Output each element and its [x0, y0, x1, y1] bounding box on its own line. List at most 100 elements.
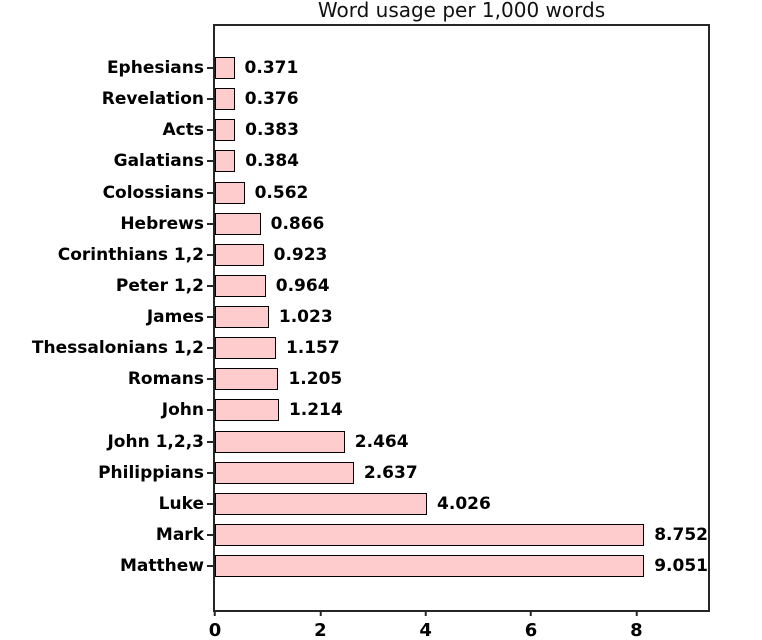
bar-row: Romans 1.205 — [128, 368, 708, 391]
category-label: Hebrews — [120, 213, 204, 234]
chart-title: Word usage per 1,000 words — [317, 0, 606, 22]
x-tick: 2 — [314, 610, 327, 640]
bar — [215, 337, 276, 360]
category-label: Ephesians — [106, 58, 204, 78]
bar — [215, 150, 236, 173]
y-tick-mark — [207, 347, 213, 350]
category-label: Philippians — [98, 462, 204, 483]
bar-row: Philippians 2.637 — [98, 461, 708, 484]
bar-row: Corinthians 1,2 0.923 — [58, 243, 708, 266]
x-tick-label: 8 — [630, 620, 643, 640]
x-tick-label: 2 — [314, 620, 327, 640]
value-label: 1.205 — [288, 369, 343, 390]
value-label: 0.866 — [270, 213, 325, 234]
y-tick-mark — [207, 409, 213, 412]
bar-row: John 1.214 — [162, 399, 708, 422]
bar — [215, 119, 236, 142]
category-label: Galatians — [113, 151, 204, 172]
category-label: Acts — [162, 120, 204, 141]
bar-row: Thessalonians 1,2 1.157 — [32, 337, 708, 360]
y-tick-mark — [207, 502, 213, 505]
bar — [215, 430, 345, 453]
bar — [215, 523, 645, 546]
bar-row: Mark 8.752 — [156, 523, 708, 546]
bar-row: Ephesians 0.371 — [107, 57, 708, 79]
category-label: Thessalonians 1,2 — [31, 338, 204, 359]
category-label: Corinthians 1,2 — [57, 244, 204, 265]
y-tick-mark — [207, 471, 213, 474]
value-label: 0.383 — [245, 120, 299, 141]
y-tick-mark — [207, 67, 213, 69]
bar-row: Luke 4.026 — [159, 492, 708, 515]
y-tick-mark — [207, 316, 213, 318]
y-tick-mark — [207, 191, 213, 194]
bar — [215, 88, 235, 111]
value-label: 2.637 — [363, 462, 418, 483]
x-tick-label: 6 — [524, 620, 538, 640]
category-label: John — [161, 400, 204, 421]
bar-row: Acts 0.383 — [163, 119, 708, 142]
value-label: 0.562 — [254, 182, 309, 203]
y-tick-mark — [207, 222, 213, 225]
bar — [215, 57, 235, 79]
value-label: 1.023 — [278, 307, 333, 327]
bar — [215, 368, 279, 391]
category-label: James — [146, 307, 204, 327]
x-tick: 4 — [419, 610, 432, 640]
value-label: 0.923 — [273, 244, 328, 265]
bar-row: John 1,2,3 2.464 — [107, 430, 708, 453]
y-tick-mark — [207, 284, 213, 287]
value-label: 0.376 — [244, 89, 299, 110]
bar — [215, 306, 269, 328]
value-label: 1.214 — [288, 400, 343, 421]
bar — [215, 492, 428, 515]
bar-row: Galatians 0.384 — [114, 150, 708, 173]
value-label: 8.752 — [654, 524, 708, 545]
category-label: Colossians — [102, 182, 204, 203]
value-label: 9.051 — [654, 556, 708, 576]
x-tick-mark — [530, 610, 533, 616]
bar-row: Matthew 9.051 — [120, 555, 708, 577]
bar-row: Peter 1,2 0.964 — [116, 274, 708, 297]
bar-row: James 1.023 — [147, 306, 708, 328]
category-label: Peter 1,2 — [115, 275, 204, 296]
category-label: Romans — [127, 369, 204, 390]
bar-row: Colossians 0.562 — [103, 181, 708, 204]
y-tick-mark — [207, 378, 213, 381]
y-tick-mark — [207, 253, 213, 256]
x-tick: 0 — [208, 610, 222, 640]
x-tick-label: 4 — [419, 620, 432, 640]
category-label: Luke — [158, 493, 204, 514]
y-tick-mark — [207, 533, 213, 536]
bar — [215, 274, 266, 297]
x-tick-mark — [319, 610, 322, 616]
value-label: 0.964 — [275, 275, 330, 296]
plot-area: Ephesians 0.371 Revelation 0.376 Acts 0.383 Ga… — [32, 24, 710, 640]
y-tick-mark — [207, 160, 213, 163]
bar — [215, 399, 279, 422]
bar — [215, 181, 245, 204]
category-label: John 1,2,3 — [107, 431, 204, 452]
value-label: 0.371 — [244, 58, 299, 78]
value-label: 2.464 — [354, 431, 409, 452]
y-tick-mark — [207, 565, 213, 567]
x-tick: 6 — [524, 610, 538, 640]
bar — [215, 212, 261, 235]
y-tick-mark — [207, 129, 213, 132]
x-tick-mark — [424, 610, 427, 616]
y-tick-mark — [207, 98, 213, 101]
x-tick-mark — [214, 610, 216, 616]
y-tick-mark — [207, 440, 213, 443]
x-tick-label: 0 — [208, 620, 222, 640]
bar — [215, 243, 264, 266]
category-label: Revelation — [101, 89, 204, 110]
value-label: 4.026 — [437, 493, 491, 514]
category-label: Matthew — [120, 556, 204, 576]
bar — [215, 461, 354, 484]
bar — [215, 555, 645, 577]
bar-row: Revelation 0.376 — [102, 88, 708, 111]
value-label: 1.157 — [285, 338, 340, 359]
x-tick-mark — [635, 610, 638, 616]
category-label: Mark — [155, 524, 204, 545]
